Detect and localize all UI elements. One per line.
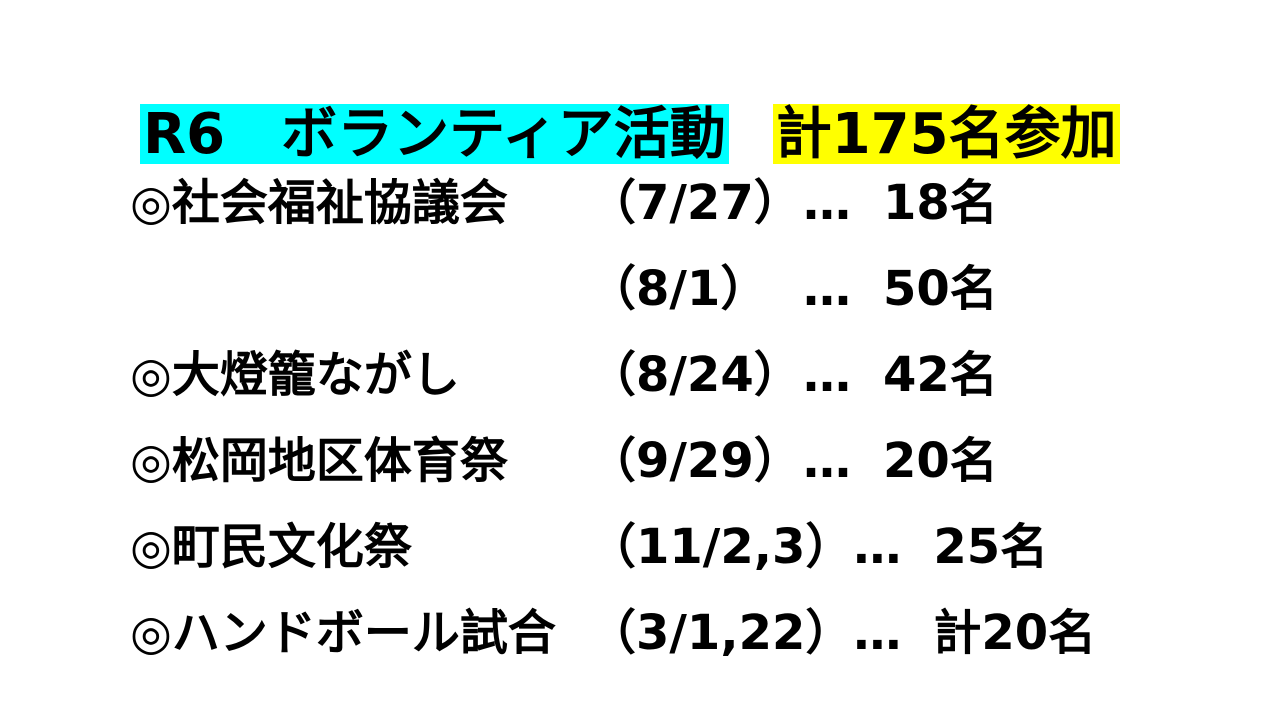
ellipsis-leader: … xyxy=(803,347,851,403)
activity-date: （11/2,3） xyxy=(588,519,854,575)
list-item: ◎ハンドボール試合 （3/1,22） … 計20名 xyxy=(130,590,1240,676)
title-activity-highlight: R6 ボランティア活動 xyxy=(139,104,729,166)
activity-name-label: 社会福祉協議会 xyxy=(171,175,508,231)
activity-date: （9/29） xyxy=(588,433,802,489)
double-circle-bullet-icon: ◎ xyxy=(130,175,172,231)
activity-name-label: 町民文化祭 xyxy=(171,519,412,575)
list-item: ◎松岡地区体育祭 （9/29） … 20名 xyxy=(130,418,1240,504)
activity-name: ◎社会福祉協議会 xyxy=(130,173,588,233)
double-circle-bullet-icon: ◎ xyxy=(130,433,172,489)
activity-name-label: 松岡地区体育祭 xyxy=(171,433,508,489)
ellipsis-leader: … xyxy=(853,519,902,575)
double-circle-bullet-icon: ◎ xyxy=(130,347,172,403)
activity-name-label: ハンドボール試合 xyxy=(171,605,556,661)
participant-count: 18名 xyxy=(883,175,998,231)
ellipsis-leader: … xyxy=(803,261,851,317)
activity-name-label: 大燈籠ながし xyxy=(171,347,460,403)
activity-name: ◎町民文化祭 xyxy=(130,517,588,577)
participant-count: 42名 xyxy=(883,347,998,403)
ellipsis-leader: … xyxy=(853,605,902,661)
double-circle-bullet-icon: ◎ xyxy=(130,605,172,661)
activity-date: （8/1） xyxy=(588,261,769,317)
title-total-highlight: 計175名参加 xyxy=(772,104,1120,166)
participant-count: 20名 xyxy=(883,433,998,489)
activity-name: ◎ハンドボール試合 xyxy=(130,603,588,663)
list-item: ◎町民文化祭 （11/2,3） … 25名 xyxy=(130,504,1240,590)
activity-date: （8/24） xyxy=(588,347,802,403)
ellipsis-leader: … xyxy=(803,175,851,231)
double-circle-bullet-icon: ◎ xyxy=(130,519,172,575)
activity-date: （3/1,22） xyxy=(588,605,854,661)
list-item: ◎大燈籠ながし （8/24） … 42名 xyxy=(130,332,1240,418)
activity-name: ◎大燈籠ながし xyxy=(130,345,588,405)
slide-title: R6 ボランティア活動 計175名参加 xyxy=(62,44,1120,224)
ellipsis-leader: … xyxy=(803,433,851,489)
activity-list: ◎社会福祉協議会 （7/27） … 18名 （8/1） … 50名 ◎大燈籠なが… xyxy=(130,160,1240,676)
activity-date: （7/27） xyxy=(588,175,802,231)
activity-name: ◎松岡地区体育祭 xyxy=(130,431,588,491)
participant-count: 計20名 xyxy=(933,605,1097,661)
list-item: ◎社会福祉協議会 （7/27） … 18名 xyxy=(130,160,1240,246)
list-item: （8/1） … 50名 xyxy=(130,246,1240,332)
participant-count: 25名 xyxy=(933,519,1049,575)
participant-count: 50名 xyxy=(883,261,998,317)
